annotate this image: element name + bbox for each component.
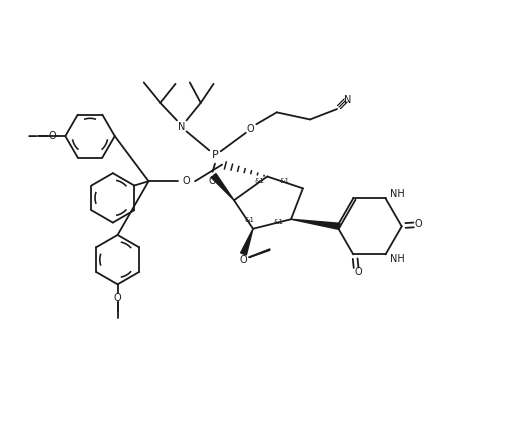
Text: &1: &1 [273,219,283,225]
Text: O: O [415,219,422,229]
Text: &1: &1 [244,217,254,223]
Text: O: O [354,267,362,278]
Text: O: O [183,176,190,186]
Text: &1: &1 [254,178,264,184]
Text: N: N [344,94,352,105]
Text: NH: NH [390,189,405,199]
Text: &1: &1 [280,178,290,184]
Text: NH: NH [390,254,405,264]
Text: O: O [247,124,255,134]
Polygon shape [211,174,234,200]
Text: N: N [178,121,185,132]
Polygon shape [240,229,253,255]
Text: P: P [212,150,218,160]
Text: O: O [240,255,247,265]
Text: O: O [209,176,216,186]
Polygon shape [291,219,340,230]
Text: O: O [48,131,56,141]
Text: O: O [114,293,121,302]
